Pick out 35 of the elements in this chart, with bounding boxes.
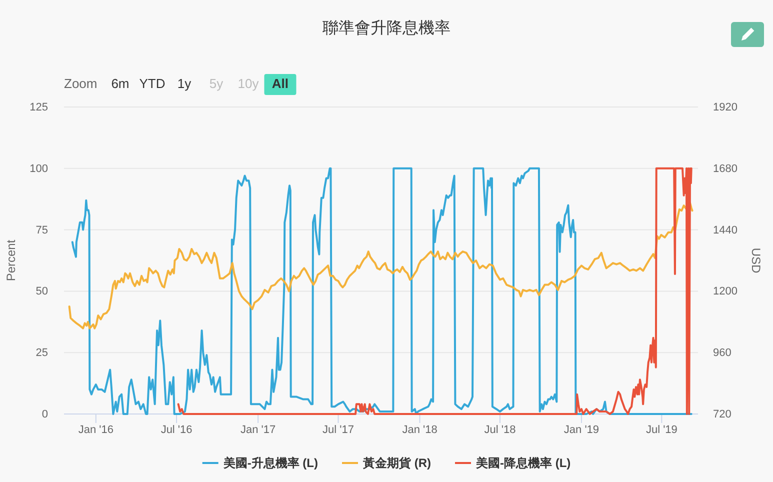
y-tick-label: 75: [36, 224, 48, 236]
y-axis-title: Percent: [4, 239, 18, 282]
x-tick-label: Jul '16: [160, 424, 192, 436]
x-tick-label: Jan '16: [78, 424, 114, 436]
x-tick-label: Jan '18: [402, 424, 438, 436]
text: YTD: [139, 76, 166, 91]
chart-title: 聯準會升降息機率: [322, 19, 450, 37]
y2-tick-label: 1200: [713, 286, 738, 298]
y2-tick-label: 1920: [713, 102, 738, 114]
x-tick-label: Jul '18: [484, 424, 516, 436]
x-tick-label: Jul '19: [646, 424, 678, 436]
y-tick-label: 0: [42, 408, 48, 421]
x-tick-label: Jul '17: [322, 424, 354, 436]
x-tick-label: Jan '17: [240, 424, 276, 436]
y-tick-label: 50: [36, 286, 48, 298]
y2-tick-label: 720: [713, 408, 732, 421]
legend-label: 黃金期貨 (R): [362, 456, 431, 470]
y2-tick-label: 1680: [713, 162, 738, 175]
y-tick-label: 125: [30, 102, 48, 114]
text: 1y: [177, 76, 192, 91]
line-series: [71, 167, 692, 415]
x-tick-label: Jan '19: [564, 424, 600, 436]
text: 5y: [209, 76, 224, 91]
y-tick-label: 100: [30, 162, 48, 175]
line-series: [177, 167, 692, 415]
text: All: [272, 76, 289, 91]
y2-tick-label: 1440: [713, 224, 738, 236]
text: 10y: [238, 76, 260, 91]
text: 6m: [111, 76, 130, 91]
y-tick-label: 25: [36, 347, 48, 360]
legend-label: 美國-升息機率 (L): [222, 456, 318, 470]
y2-axis-title: USD: [749, 248, 763, 274]
y2-tick-label: 960: [713, 347, 732, 360]
text: Zoom: [64, 76, 98, 91]
legend-label: 美國-降息機率 (L): [475, 456, 571, 470]
